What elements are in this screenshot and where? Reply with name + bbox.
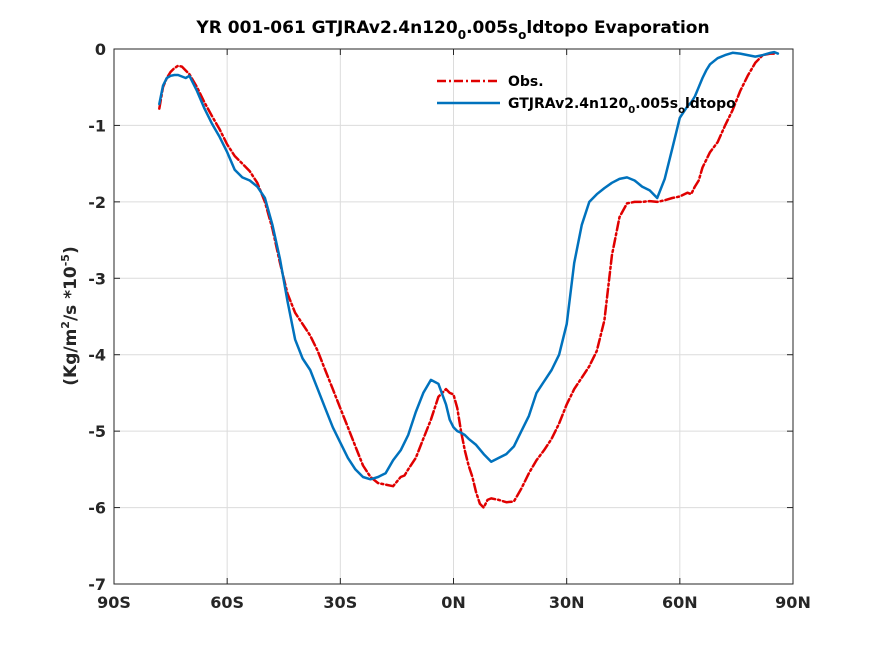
legend-label-obs: Obs. — [508, 74, 544, 90]
series-line-model — [158, 50, 780, 481]
axis-ticks: 90S 60S 30S 0N 30N 60N 90N 0 -1 -2 -3 -4 -5 -6 -7 — [88, 40, 811, 612]
grid — [114, 49, 793, 584]
x-tick-label: 30N — [549, 593, 585, 612]
y-tick-label: -3 — [88, 269, 106, 288]
y-tick-label: -4 — [88, 346, 106, 365]
x-tick-label: 90S — [97, 593, 131, 612]
y-tick-label: -1 — [88, 116, 106, 135]
legend-label-model: GTJRAv2.4n1200.005soldtopo — [508, 96, 736, 116]
chart-title: YR 001-061 GTJRAv2.4n1200.005soldtopo Ev… — [195, 18, 709, 42]
legend: Obs. GTJRAv2.4n1200.005soldtopo — [437, 74, 736, 116]
y-tick-label: -2 — [88, 193, 106, 212]
series-group — [158, 50, 780, 509]
x-tick-label: 60N — [662, 593, 698, 612]
y-axis-label: (Kg/m2/s *10-5) — [59, 246, 81, 386]
y-tick-label: 0 — [95, 40, 106, 59]
x-tick-label: 30S — [323, 593, 357, 612]
y-tick-label: -6 — [88, 499, 106, 518]
y-tick-label: -5 — [88, 422, 106, 441]
x-tick-label: 90N — [775, 593, 811, 612]
series-line-obs — [158, 52, 776, 509]
x-tick-label: 60S — [210, 593, 244, 612]
x-tick-label: 0N — [441, 593, 466, 612]
y-tick-label: -7 — [88, 575, 106, 594]
